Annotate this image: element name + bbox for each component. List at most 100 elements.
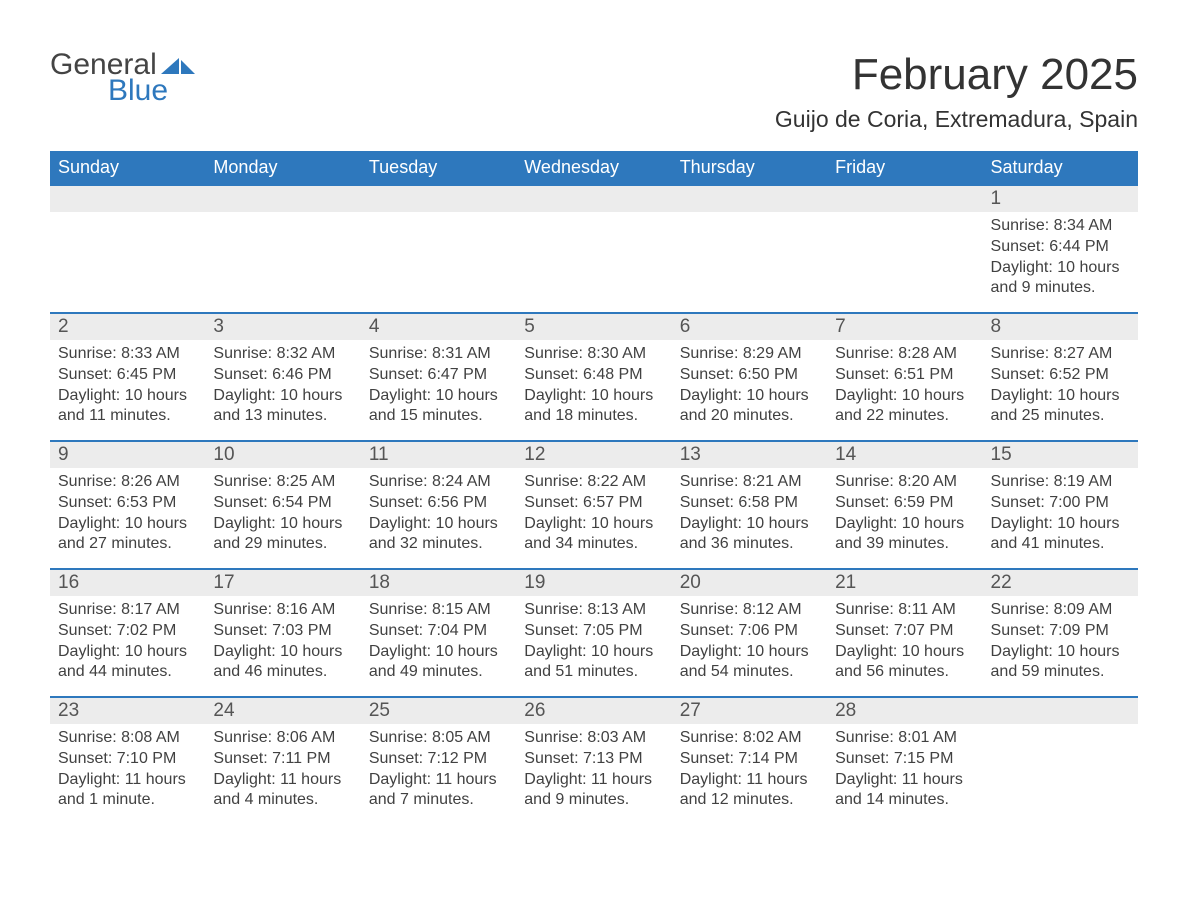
day-number: 19 bbox=[516, 570, 671, 596]
day-detail-line: Sunrise: 8:21 AM bbox=[680, 472, 819, 493]
day-detail-line: and 39 minutes. bbox=[835, 534, 974, 555]
header-block: General Blue February 2025 Guijo de Cori… bbox=[50, 50, 1138, 133]
calendar-day-cell: 24Sunrise: 8:06 AMSunset: 7:11 PMDayligh… bbox=[205, 697, 360, 825]
day-details: Sunrise: 8:20 AMSunset: 6:59 PMDaylight:… bbox=[827, 468, 982, 563]
day-details: Sunrise: 8:11 AMSunset: 7:07 PMDaylight:… bbox=[827, 596, 982, 691]
day-detail-line: Sunset: 7:04 PM bbox=[369, 621, 508, 642]
day-number bbox=[516, 186, 671, 212]
day-detail-line: Sunset: 6:56 PM bbox=[369, 493, 508, 514]
day-detail-line: Daylight: 10 hours bbox=[369, 386, 508, 407]
day-number: 25 bbox=[361, 698, 516, 724]
day-detail-line: Sunset: 6:47 PM bbox=[369, 365, 508, 386]
calendar-week-row: 23Sunrise: 8:08 AMSunset: 7:10 PMDayligh… bbox=[50, 697, 1138, 825]
day-details: Sunrise: 8:24 AMSunset: 6:56 PMDaylight:… bbox=[361, 468, 516, 563]
calendar-day-cell: 17Sunrise: 8:16 AMSunset: 7:03 PMDayligh… bbox=[205, 569, 360, 697]
day-number: 22 bbox=[983, 570, 1138, 596]
day-detail-line: Sunset: 6:48 PM bbox=[524, 365, 663, 386]
day-detail-line: Sunrise: 8:32 AM bbox=[213, 344, 352, 365]
day-detail-line: and 32 minutes. bbox=[369, 534, 508, 555]
day-detail-line: Daylight: 11 hours bbox=[524, 770, 663, 791]
day-detail-line: Sunrise: 8:22 AM bbox=[524, 472, 663, 493]
day-details: Sunrise: 8:06 AMSunset: 7:11 PMDaylight:… bbox=[205, 724, 360, 819]
day-detail-line: and 34 minutes. bbox=[524, 534, 663, 555]
day-detail-line: Daylight: 10 hours bbox=[991, 642, 1130, 663]
day-detail-line: Sunrise: 8:12 AM bbox=[680, 600, 819, 621]
day-detail-line: Sunrise: 8:16 AM bbox=[213, 600, 352, 621]
day-detail-line: Daylight: 10 hours bbox=[369, 514, 508, 535]
day-detail-line: and 15 minutes. bbox=[369, 406, 508, 427]
calendar-header-cell: Friday bbox=[827, 151, 982, 185]
day-details: Sunrise: 8:34 AMSunset: 6:44 PMDaylight:… bbox=[983, 212, 1138, 307]
day-detail-line: Sunset: 6:46 PM bbox=[213, 365, 352, 386]
day-number: 23 bbox=[50, 698, 205, 724]
day-detail-line: Sunrise: 8:34 AM bbox=[991, 216, 1130, 237]
calendar-header-cell: Thursday bbox=[672, 151, 827, 185]
day-detail-line: Sunrise: 8:20 AM bbox=[835, 472, 974, 493]
day-detail-line: and 44 minutes. bbox=[58, 662, 197, 683]
calendar-day-cell: 12Sunrise: 8:22 AMSunset: 6:57 PMDayligh… bbox=[516, 441, 671, 569]
day-number: 28 bbox=[827, 698, 982, 724]
day-detail-line: Sunset: 6:53 PM bbox=[58, 493, 197, 514]
calendar-day-cell: 19Sunrise: 8:13 AMSunset: 7:05 PMDayligh… bbox=[516, 569, 671, 697]
calendar-day-cell: 5Sunrise: 8:30 AMSunset: 6:48 PMDaylight… bbox=[516, 313, 671, 441]
day-detail-line: Sunrise: 8:25 AM bbox=[213, 472, 352, 493]
day-detail-line: Sunset: 6:58 PM bbox=[680, 493, 819, 514]
day-detail-line: Daylight: 10 hours bbox=[524, 642, 663, 663]
day-details: Sunrise: 8:02 AMSunset: 7:14 PMDaylight:… bbox=[672, 724, 827, 819]
day-detail-line: Daylight: 10 hours bbox=[680, 642, 819, 663]
calendar-day-cell: 11Sunrise: 8:24 AMSunset: 6:56 PMDayligh… bbox=[361, 441, 516, 569]
day-details: Sunrise: 8:01 AMSunset: 7:15 PMDaylight:… bbox=[827, 724, 982, 819]
calendar-day-cell: 28Sunrise: 8:01 AMSunset: 7:15 PMDayligh… bbox=[827, 697, 982, 825]
day-detail-line: Daylight: 10 hours bbox=[213, 514, 352, 535]
day-detail-line: Sunset: 7:06 PM bbox=[680, 621, 819, 642]
calendar-day-cell bbox=[672, 185, 827, 313]
day-detail-line: Sunset: 7:02 PM bbox=[58, 621, 197, 642]
day-details: Sunrise: 8:28 AMSunset: 6:51 PMDaylight:… bbox=[827, 340, 982, 435]
day-detail-line: Sunrise: 8:28 AM bbox=[835, 344, 974, 365]
day-detail-line: and 20 minutes. bbox=[680, 406, 819, 427]
day-detail-line: and 46 minutes. bbox=[213, 662, 352, 683]
calendar-day-cell: 8Sunrise: 8:27 AMSunset: 6:52 PMDaylight… bbox=[983, 313, 1138, 441]
calendar-day-cell bbox=[827, 185, 982, 313]
calendar-day-cell: 13Sunrise: 8:21 AMSunset: 6:58 PMDayligh… bbox=[672, 441, 827, 569]
calendar-day-cell bbox=[205, 185, 360, 313]
logo: General Blue bbox=[50, 50, 195, 106]
day-number: 18 bbox=[361, 570, 516, 596]
page-title: February 2025 bbox=[775, 50, 1138, 100]
day-detail-line: Sunrise: 8:29 AM bbox=[680, 344, 819, 365]
day-detail-line: Sunrise: 8:11 AM bbox=[835, 600, 974, 621]
day-detail-line: and 22 minutes. bbox=[835, 406, 974, 427]
day-detail-line: and 51 minutes. bbox=[524, 662, 663, 683]
day-detail-line: Sunrise: 8:05 AM bbox=[369, 728, 508, 749]
day-detail-line: and 14 minutes. bbox=[835, 790, 974, 811]
calendar-day-cell: 15Sunrise: 8:19 AMSunset: 7:00 PMDayligh… bbox=[983, 441, 1138, 569]
day-detail-line: Sunrise: 8:08 AM bbox=[58, 728, 197, 749]
day-number: 24 bbox=[205, 698, 360, 724]
day-detail-line: Sunrise: 8:27 AM bbox=[991, 344, 1130, 365]
calendar-day-cell: 14Sunrise: 8:20 AMSunset: 6:59 PMDayligh… bbox=[827, 441, 982, 569]
day-detail-line: Sunrise: 8:17 AM bbox=[58, 600, 197, 621]
day-detail-line: Sunset: 7:15 PM bbox=[835, 749, 974, 770]
day-number: 21 bbox=[827, 570, 982, 596]
day-number: 5 bbox=[516, 314, 671, 340]
day-details: Sunrise: 8:25 AMSunset: 6:54 PMDaylight:… bbox=[205, 468, 360, 563]
day-details: Sunrise: 8:13 AMSunset: 7:05 PMDaylight:… bbox=[516, 596, 671, 691]
day-detail-line: Daylight: 10 hours bbox=[835, 386, 974, 407]
day-detail-line: Sunrise: 8:03 AM bbox=[524, 728, 663, 749]
calendar-day-cell: 18Sunrise: 8:15 AMSunset: 7:04 PMDayligh… bbox=[361, 569, 516, 697]
day-detail-line: Sunset: 6:54 PM bbox=[213, 493, 352, 514]
calendar-day-cell bbox=[983, 697, 1138, 825]
day-detail-line: and 11 minutes. bbox=[58, 406, 197, 427]
day-detail-line: Daylight: 10 hours bbox=[58, 642, 197, 663]
day-detail-line: Sunset: 7:00 PM bbox=[991, 493, 1130, 514]
calendar-week-row: 1Sunrise: 8:34 AMSunset: 6:44 PMDaylight… bbox=[50, 185, 1138, 313]
day-number: 1 bbox=[983, 186, 1138, 212]
day-detail-line: Sunset: 7:12 PM bbox=[369, 749, 508, 770]
calendar-table: SundayMondayTuesdayWednesdayThursdayFrid… bbox=[50, 151, 1138, 825]
day-detail-line: Sunset: 7:11 PM bbox=[213, 749, 352, 770]
day-detail-line: and 18 minutes. bbox=[524, 406, 663, 427]
day-number bbox=[827, 186, 982, 212]
day-details: Sunrise: 8:33 AMSunset: 6:45 PMDaylight:… bbox=[50, 340, 205, 435]
logo-text-blue: Blue bbox=[108, 76, 195, 106]
day-detail-line: Sunrise: 8:31 AM bbox=[369, 344, 508, 365]
